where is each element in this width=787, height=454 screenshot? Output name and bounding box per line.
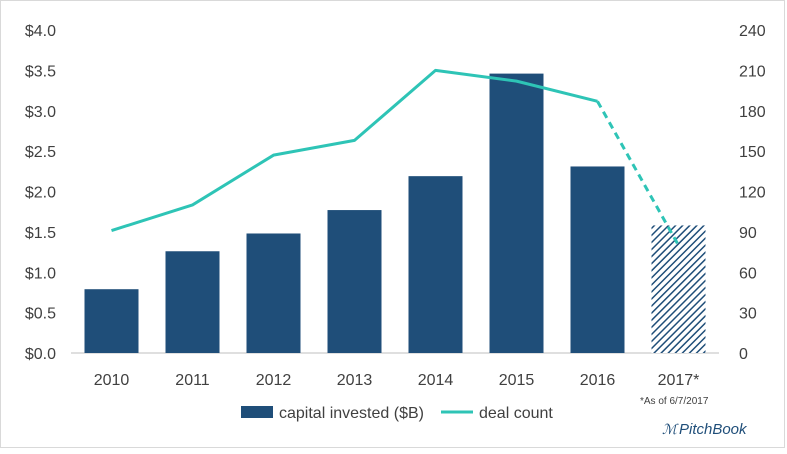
legend-label-line: deal count bbox=[479, 405, 553, 422]
pitchbook-logo-icon: ℳ bbox=[662, 421, 677, 437]
x-tick-label: 2010 bbox=[94, 372, 130, 389]
y-right-tick-label: 30 bbox=[739, 306, 757, 323]
bar-2014 bbox=[408, 176, 463, 353]
bar-2017 bbox=[651, 225, 706, 353]
x-tick-label: 2011 bbox=[175, 372, 210, 389]
x-tick-label: 2017* bbox=[658, 372, 700, 389]
y-right-tick-label: 90 bbox=[739, 225, 757, 242]
y-left-tick-label: $2.5 bbox=[25, 144, 56, 161]
y-right-tick-label: 210 bbox=[739, 63, 766, 80]
y-right-tick-label: 120 bbox=[739, 185, 766, 202]
deal-count-line-projected bbox=[596, 100, 680, 247]
y-right-tick-label: 60 bbox=[739, 265, 757, 282]
x-tick-label: 2015 bbox=[499, 372, 535, 389]
y-left-tick-label: $2.0 bbox=[25, 185, 56, 202]
bar-2013 bbox=[327, 210, 382, 353]
bar-2011 bbox=[165, 251, 220, 353]
x-axis: 2010 2011 2012 2013 2014 2015 2016 2017* bbox=[94, 372, 700, 389]
y-left-tick-label: $4.0 bbox=[25, 23, 56, 40]
y-left-tick-label: $1.0 bbox=[25, 265, 56, 282]
legend-label-bar: capital invested ($B) bbox=[279, 405, 424, 422]
y-right-tick-label: 240 bbox=[739, 23, 766, 40]
footnote: *As of 6/7/2017 bbox=[640, 396, 709, 407]
y-left-tick-label: $1.5 bbox=[25, 225, 56, 242]
x-tick-label: 2016 bbox=[580, 372, 616, 389]
deal-count-line bbox=[111, 68, 598, 232]
x-tick-label: 2014 bbox=[418, 372, 454, 389]
y-right-tick-label: 0 bbox=[739, 346, 748, 363]
bar-series bbox=[84, 73, 706, 353]
x-tick-label: 2012 bbox=[256, 372, 292, 389]
x-tick-label: 2013 bbox=[337, 372, 373, 389]
line-series bbox=[111, 68, 680, 247]
left-axis: $0.0 $0.5 $1.0 $1.5 $2.0 $2.5 $3.0 $3.5 $4.0 bbox=[25, 23, 56, 363]
y-right-tick-label: 180 bbox=[739, 104, 766, 121]
bar-2016 bbox=[570, 166, 625, 353]
bar-2015 bbox=[489, 73, 544, 353]
y-right-tick-label: 150 bbox=[739, 144, 766, 161]
bar-2012 bbox=[246, 233, 301, 353]
y-left-tick-label: $3.0 bbox=[25, 104, 56, 121]
bar-2010 bbox=[84, 289, 139, 353]
legend-swatch-bar bbox=[241, 406, 273, 418]
brand-name: PitchBook bbox=[678, 421, 747, 438]
y-left-tick-label: $3.5 bbox=[25, 63, 56, 80]
right-axis: 0 30 60 90 120 150 180 210 240 bbox=[739, 23, 766, 363]
y-left-tick-label: $0.5 bbox=[25, 306, 56, 323]
legend: capital invested ($B) deal count bbox=[241, 405, 553, 422]
y-left-tick-label: $0.0 bbox=[25, 346, 56, 363]
brand-logo: ℳ PitchBook bbox=[662, 421, 747, 438]
